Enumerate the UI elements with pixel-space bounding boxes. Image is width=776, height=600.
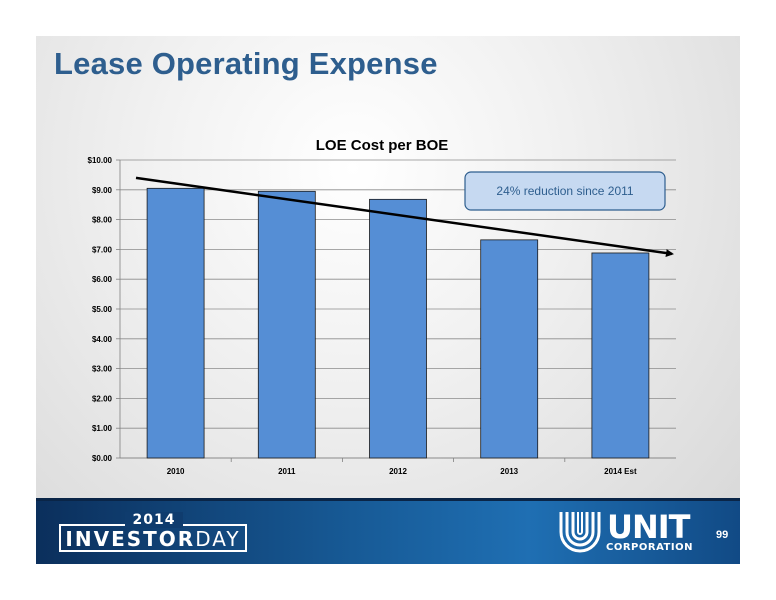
x-tick-label: 2011 <box>278 467 296 476</box>
callout-text: 24% reduction since 2011 <box>496 184 634 198</box>
chart: LOE Cost per BOE $0.00 $1.00 $2.00 $3.00 $4.… <box>88 137 676 476</box>
y-tick-label: $7.00 <box>92 245 113 254</box>
y-tick-label: $3.00 <box>92 365 113 374</box>
bar <box>257 190 316 459</box>
corporation-wordmark: CORPORATION <box>606 542 693 553</box>
bar <box>146 187 205 459</box>
day-word: DAY <box>195 527 241 551</box>
y-tick-label: $10.00 <box>88 156 113 165</box>
bar <box>369 198 427 459</box>
y-tick-label: $0.00 <box>92 454 113 463</box>
trend-arrow <box>135 176 674 257</box>
slide: Lease Operating Expense LOE Cost per BOE… <box>36 36 740 564</box>
slide-title: Lease Operating Expense <box>54 46 438 81</box>
x-tick-label: 2012 <box>389 467 407 476</box>
unit-corporation-logo: UNIT CORPORATION <box>557 508 707 554</box>
unit-emblem-icon <box>559 512 601 553</box>
x-tick-label: 2010 <box>167 467 185 476</box>
y-tick-label: $8.00 <box>92 216 113 225</box>
page-number: 99 <box>716 529 729 541</box>
unit-wordmark: UNIT <box>607 508 690 546</box>
y-tick-label: $9.00 <box>92 186 113 195</box>
y-tick-label: $1.00 <box>92 424 113 433</box>
callout-box <box>464 171 666 211</box>
x-tick-label: 2014 Est <box>604 467 637 476</box>
bar <box>591 252 650 459</box>
y-tick-label: $5.00 <box>92 305 113 314</box>
investor-word: INVESTOR <box>65 527 196 551</box>
footer-bar: 2014 INVESTORDAY UNIT CORPORATION 99 <box>36 498 740 564</box>
chart-title: LOE Cost per BOE <box>316 137 449 154</box>
y-tick-label: $2.00 <box>92 394 113 403</box>
investor-day-logo: 2014 INVESTORDAY <box>59 510 249 554</box>
bar <box>480 239 539 459</box>
investor-day-year: 2014 <box>124 512 184 528</box>
y-tick-label: $6.00 <box>92 275 113 284</box>
x-tick-label: 2013 <box>500 467 518 476</box>
y-tick-label: $4.00 <box>92 335 113 344</box>
